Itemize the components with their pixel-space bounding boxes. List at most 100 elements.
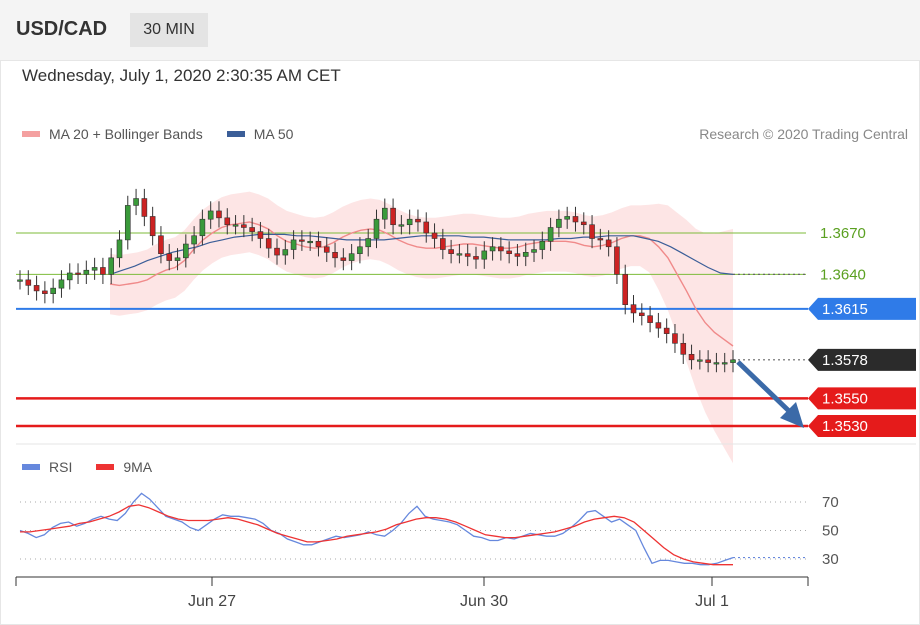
legend-swatch-9ma (96, 464, 115, 470)
legend-swatch-rsi (22, 464, 40, 470)
candle (614, 246, 620, 275)
candle (655, 322, 662, 329)
candle (539, 240, 546, 250)
candle (589, 224, 595, 239)
candle (440, 238, 446, 250)
candle (25, 279, 32, 286)
candle (100, 267, 106, 275)
candle (224, 217, 231, 226)
legend-label-rsi: RSI (49, 459, 73, 475)
candle (630, 304, 637, 314)
candle (531, 249, 537, 253)
candle (348, 253, 355, 261)
candle (481, 250, 488, 260)
candle (290, 239, 297, 250)
research-credit: Research © 2020 Trading Central (699, 126, 908, 142)
level-tag (808, 348, 916, 371)
candle (307, 240, 313, 244)
candle (663, 327, 670, 334)
candle (522, 252, 529, 257)
candle (373, 218, 380, 239)
rsi-line (19, 492, 734, 566)
candle (50, 287, 56, 294)
price-legend: MA 20 + Bollinger Bands MA 50 (22, 126, 317, 142)
level-label: 1.3530 (822, 418, 868, 435)
candle (556, 218, 562, 228)
candle (639, 312, 645, 317)
candle (415, 218, 421, 223)
rsi-tick-label: 70 (822, 494, 839, 511)
candle (158, 235, 164, 254)
header-bar: USD/CAD 30 MIN (0, 0, 920, 60)
candle (149, 216, 156, 237)
candle (33, 285, 40, 292)
legend-label-ma50: MA 50 (253, 126, 294, 142)
x-tick-label: Jul 1 (695, 593, 729, 610)
candle (547, 227, 554, 242)
candle (647, 315, 653, 323)
candle (191, 235, 197, 245)
candle (315, 240, 322, 248)
candle (249, 227, 255, 232)
candle (58, 279, 65, 289)
candle (730, 359, 736, 363)
candle (83, 269, 90, 275)
x-tick-label: Jun 27 (188, 593, 236, 610)
candle (572, 216, 579, 223)
bollinger-band (110, 191, 733, 464)
level-tag (808, 415, 916, 437)
candle (705, 359, 711, 363)
forecast-arrow-head (780, 402, 804, 428)
candle (605, 239, 612, 248)
candle (323, 246, 330, 253)
candle (124, 205, 131, 241)
candle (241, 224, 247, 228)
timeframe-button[interactable]: 30 MIN (130, 13, 208, 47)
candle (282, 249, 289, 256)
legend-label-ma20: MA 20 + Bollinger Bands (49, 126, 203, 142)
candle (174, 257, 181, 261)
candle (514, 253, 521, 257)
candle (232, 224, 239, 227)
candle (340, 257, 347, 261)
x-tick-label: Jun 30 (460, 593, 508, 610)
candle (66, 272, 73, 281)
candle (91, 267, 98, 271)
candle (622, 274, 629, 305)
rsi-tick-label: 30 (822, 551, 839, 568)
candle (183, 243, 189, 259)
candle (274, 247, 280, 256)
forecast-arrow-shaft (736, 360, 792, 414)
candle (75, 272, 81, 275)
candle (506, 250, 512, 254)
candle (42, 290, 48, 294)
candle (17, 279, 23, 282)
candle (564, 216, 570, 220)
legend-ma50: MA 50 (226, 126, 294, 142)
candle (721, 362, 728, 365)
candle (398, 224, 405, 227)
candle (456, 253, 463, 256)
candle (299, 239, 305, 242)
rsi-legend: RSI 9MA (22, 459, 176, 475)
symbol-label: USD/CAD (16, 18, 108, 40)
legend-rsi: RSI (22, 459, 72, 475)
level-label: 1.3670 (820, 225, 866, 242)
candle (116, 239, 123, 259)
candle (473, 256, 479, 260)
rsi-9ma-line (20, 504, 733, 566)
candle (423, 221, 430, 234)
candle (390, 207, 396, 226)
candle (680, 342, 687, 355)
level-label: 1.3615 (822, 301, 868, 318)
candle (133, 198, 139, 206)
candle (357, 246, 363, 254)
legend-swatch-ma50 (226, 131, 245, 137)
legend-ma20: MA 20 + Bollinger Bands (22, 126, 203, 142)
candle (672, 333, 678, 344)
candle (464, 253, 471, 257)
candle (697, 359, 703, 362)
candle (713, 362, 720, 365)
legend-label-9ma: 9MA (123, 459, 153, 475)
